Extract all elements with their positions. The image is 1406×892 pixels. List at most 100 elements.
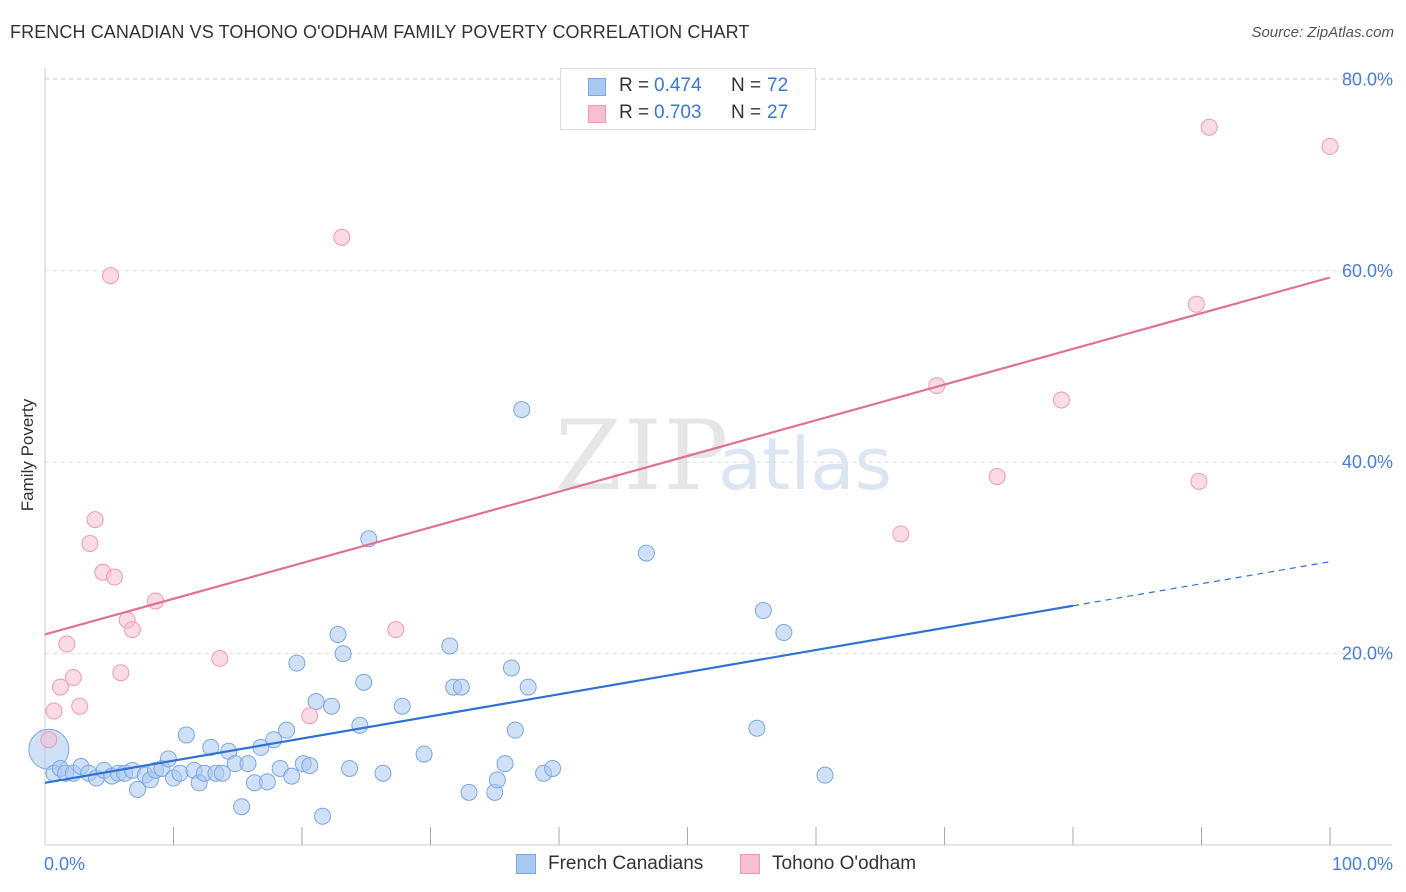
data-point (334, 645, 352, 663)
data-point (213, 764, 231, 782)
data-point (1321, 137, 1339, 155)
data-point (775, 624, 793, 642)
legend-r-label: R = (619, 102, 650, 123)
data-point (351, 716, 369, 734)
data-point (86, 511, 104, 529)
x-tick-label: 100.0% (1332, 854, 1393, 874)
data-point (502, 659, 520, 677)
correlation-legend: R = 0.474 N = 72 R = 0.703 N = 27 (560, 68, 816, 130)
data-point (112, 664, 130, 682)
data-point (283, 767, 301, 785)
legend-r-value: 0.474 (654, 75, 702, 96)
data-point (329, 625, 347, 643)
data-point (513, 401, 531, 419)
data-point (258, 773, 276, 791)
trend-line-french-canadians-extension (1072, 561, 1331, 607)
data-point (988, 468, 1006, 486)
legend-r-value: 0.703 (654, 102, 702, 123)
data-point (544, 759, 562, 777)
y-tick-label: 60.0% (1342, 261, 1393, 281)
data-point (105, 568, 123, 586)
data-point (307, 692, 325, 710)
data-point (519, 678, 537, 696)
data-point (393, 697, 411, 715)
legend-n-value: 72 (767, 75, 789, 96)
data-point (374, 764, 392, 782)
data-point (355, 673, 373, 691)
legend-label: Tohono O'odham (772, 853, 917, 874)
data-point (123, 621, 141, 639)
legend-swatch-pink (588, 105, 606, 123)
data-point (341, 759, 359, 777)
data-point (637, 544, 655, 562)
data-point (159, 750, 177, 768)
trend-line-tohono-oodham (44, 276, 1331, 636)
data-point (816, 766, 834, 784)
legend-n-value: 27 (767, 102, 789, 123)
legend-n-label: N = (731, 75, 762, 96)
data-point (323, 697, 341, 715)
data-point (233, 798, 251, 816)
x-tick-label: 0.0% (44, 854, 85, 874)
data-point (40, 731, 58, 749)
data-point (81, 535, 99, 553)
data-point (1187, 295, 1205, 313)
data-point (171, 764, 189, 782)
series-french-canadians-points (28, 401, 834, 825)
data-point (51, 678, 69, 696)
data-point (239, 755, 257, 773)
data-point (441, 637, 459, 655)
legend-swatch-pink (740, 854, 760, 874)
watermark-atlas: atlas (718, 422, 892, 506)
data-point (452, 678, 470, 696)
data-point (64, 669, 82, 687)
data-point (71, 697, 89, 715)
tick-labels: 20.0% 40.0% 60.0% 80.0% 0.0% 100.0% (44, 69, 1393, 874)
legend-row-french-canadians: R = 0.474 N = 72 (561, 74, 815, 100)
data-point (278, 721, 296, 739)
axes (44, 68, 1392, 846)
legend-n-label: N = (731, 102, 762, 123)
x-axis-ticks (173, 827, 1331, 845)
y-tick-label: 80.0% (1342, 69, 1393, 89)
data-point (58, 635, 76, 653)
data-point (211, 649, 229, 667)
data-point (488, 771, 506, 789)
data-point (1190, 472, 1208, 490)
data-point (1200, 118, 1218, 136)
legend-swatch-blue (588, 78, 606, 96)
watermark-zip: ZIP (555, 400, 731, 512)
data-point (333, 228, 351, 246)
data-point (288, 654, 306, 672)
data-point (415, 745, 433, 763)
chart-title: FRENCH CANADIAN VS TOHONO O'ODHAM FAMILY… (10, 22, 750, 42)
legend-r-label: R = (619, 75, 650, 96)
data-point (314, 807, 332, 825)
y-tick-label: 20.0% (1342, 644, 1393, 664)
data-point (892, 525, 910, 543)
data-point (506, 721, 524, 739)
legend-label: French Canadians (548, 853, 704, 874)
y-tick-label: 40.0% (1342, 452, 1393, 472)
legend-row-tohono-oodham: R = 0.703 N = 27 (561, 101, 815, 127)
grid-lines (45, 77, 1392, 655)
data-point (496, 755, 514, 773)
data-point (748, 719, 766, 737)
data-point (129, 780, 147, 798)
data-point (754, 602, 772, 620)
data-point (177, 726, 195, 744)
data-point (1052, 391, 1070, 409)
data-point (301, 707, 319, 725)
trend-lines (44, 276, 1331, 784)
data-point (301, 757, 319, 775)
data-point (45, 702, 63, 720)
trend-line-french-canadians (44, 604, 1074, 784)
data-point (102, 267, 120, 285)
data-point (202, 738, 220, 756)
data-point (147, 592, 165, 610)
source-label: Source: ZipAtlas.com (1251, 24, 1394, 41)
data-point (460, 783, 478, 801)
legend-swatch-blue (516, 854, 536, 874)
data-point (387, 621, 405, 639)
